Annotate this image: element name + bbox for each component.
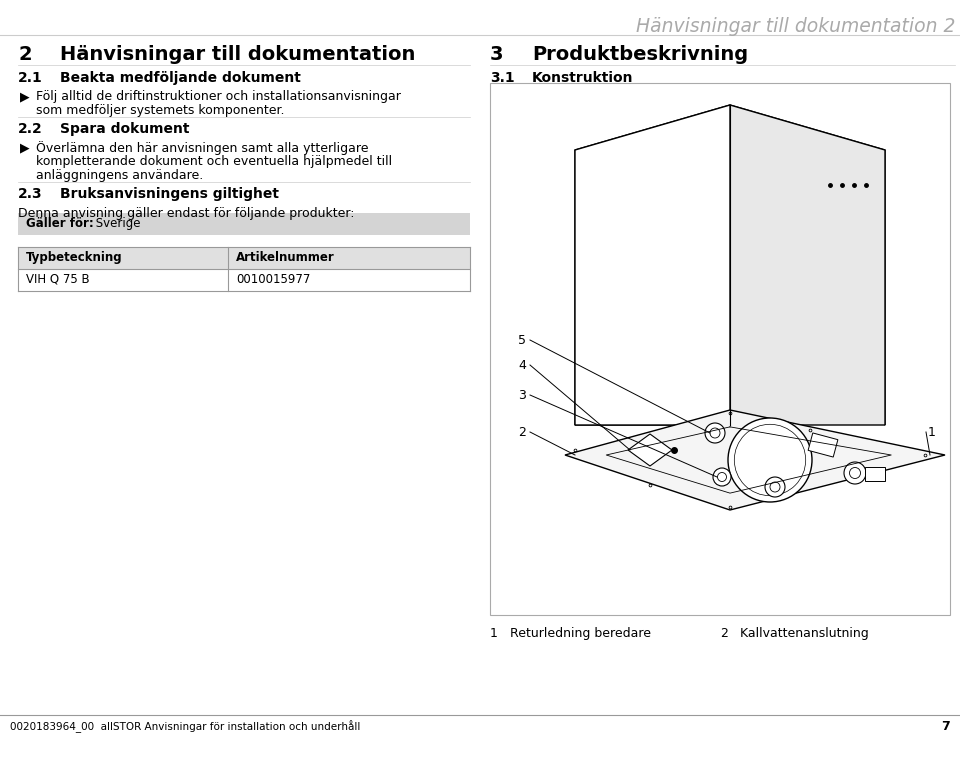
Text: anläggningens användare.: anläggningens användare. bbox=[36, 169, 204, 182]
Bar bbox=[490, 83, 950, 615]
Text: Sverige: Sverige bbox=[92, 216, 140, 230]
Circle shape bbox=[770, 482, 780, 492]
Text: 3: 3 bbox=[518, 389, 526, 402]
Text: 2: 2 bbox=[18, 45, 32, 64]
Polygon shape bbox=[730, 105, 885, 425]
Text: Kallvattenanslutning: Kallvattenanslutning bbox=[732, 627, 869, 640]
Text: 2: 2 bbox=[518, 425, 526, 438]
Polygon shape bbox=[565, 410, 945, 510]
Text: 2.1: 2.1 bbox=[18, 71, 43, 85]
Text: Överlämna den här anvisningen samt alla ytterligare: Överlämna den här anvisningen samt alla … bbox=[36, 141, 369, 155]
Text: Bruksanvisningens giltighet: Bruksanvisningens giltighet bbox=[60, 187, 279, 201]
Text: Hänvisningar till dokumentation 2: Hänvisningar till dokumentation 2 bbox=[636, 17, 955, 36]
Text: som medföljer systemets komponenter.: som medföljer systemets komponenter. bbox=[36, 104, 284, 117]
Text: 5: 5 bbox=[518, 334, 526, 347]
Bar bbox=[18, 247, 470, 269]
Text: ▶: ▶ bbox=[20, 141, 30, 154]
Bar bbox=[865, 467, 885, 481]
Bar bbox=[18, 213, 470, 235]
Polygon shape bbox=[575, 150, 730, 425]
Text: Produktbeskrivning: Produktbeskrivning bbox=[532, 45, 748, 64]
Text: 1: 1 bbox=[928, 425, 936, 438]
Circle shape bbox=[765, 477, 785, 497]
Polygon shape bbox=[730, 150, 885, 425]
Text: 2.3: 2.3 bbox=[18, 187, 42, 201]
Text: Beakta medföljande dokument: Beakta medföljande dokument bbox=[60, 71, 300, 85]
Bar bbox=[808, 433, 838, 457]
Text: 3: 3 bbox=[490, 45, 503, 64]
Text: Följ alltid de driftinstruktioner och installationsanvisningar: Följ alltid de driftinstruktioner och in… bbox=[36, 90, 401, 103]
Text: kompletterande dokument och eventuella hjälpmedel till: kompletterande dokument och eventuella h… bbox=[36, 155, 392, 168]
Text: 0020183964_00  allSTOR Anvisningar för installation och underhåll: 0020183964_00 allSTOR Anvisningar för in… bbox=[10, 721, 360, 734]
Text: Gäller för:: Gäller för: bbox=[26, 216, 94, 230]
Text: 3.1: 3.1 bbox=[490, 71, 515, 85]
Text: 2: 2 bbox=[720, 627, 728, 640]
Polygon shape bbox=[575, 105, 885, 195]
Text: Konstruktion: Konstruktion bbox=[532, 71, 634, 85]
Polygon shape bbox=[628, 434, 672, 466]
Circle shape bbox=[713, 468, 731, 486]
Text: 1: 1 bbox=[490, 627, 498, 640]
Circle shape bbox=[728, 418, 812, 502]
Text: Denna anvisning gäller endast för följande produkter:: Denna anvisning gäller endast för följan… bbox=[18, 207, 354, 220]
Text: ▶: ▶ bbox=[20, 90, 30, 103]
Text: 2.2: 2.2 bbox=[18, 122, 43, 136]
Circle shape bbox=[710, 428, 720, 438]
Circle shape bbox=[717, 473, 727, 481]
Text: Returledning beredare: Returledning beredare bbox=[502, 627, 651, 640]
Text: Spara dokument: Spara dokument bbox=[60, 122, 189, 136]
Text: Artikelnummer: Artikelnummer bbox=[236, 250, 335, 263]
Circle shape bbox=[844, 462, 866, 484]
Circle shape bbox=[705, 423, 725, 443]
Circle shape bbox=[850, 467, 860, 478]
Text: 4: 4 bbox=[518, 359, 526, 372]
Text: 0010015977: 0010015977 bbox=[236, 272, 310, 285]
Polygon shape bbox=[575, 105, 730, 425]
Text: VIH Q 75 B: VIH Q 75 B bbox=[26, 272, 89, 285]
Circle shape bbox=[734, 425, 805, 496]
Text: Hänvisningar till dokumentation: Hänvisningar till dokumentation bbox=[60, 45, 416, 64]
Text: Typbeteckning: Typbeteckning bbox=[26, 250, 123, 263]
Text: 7: 7 bbox=[941, 721, 950, 734]
